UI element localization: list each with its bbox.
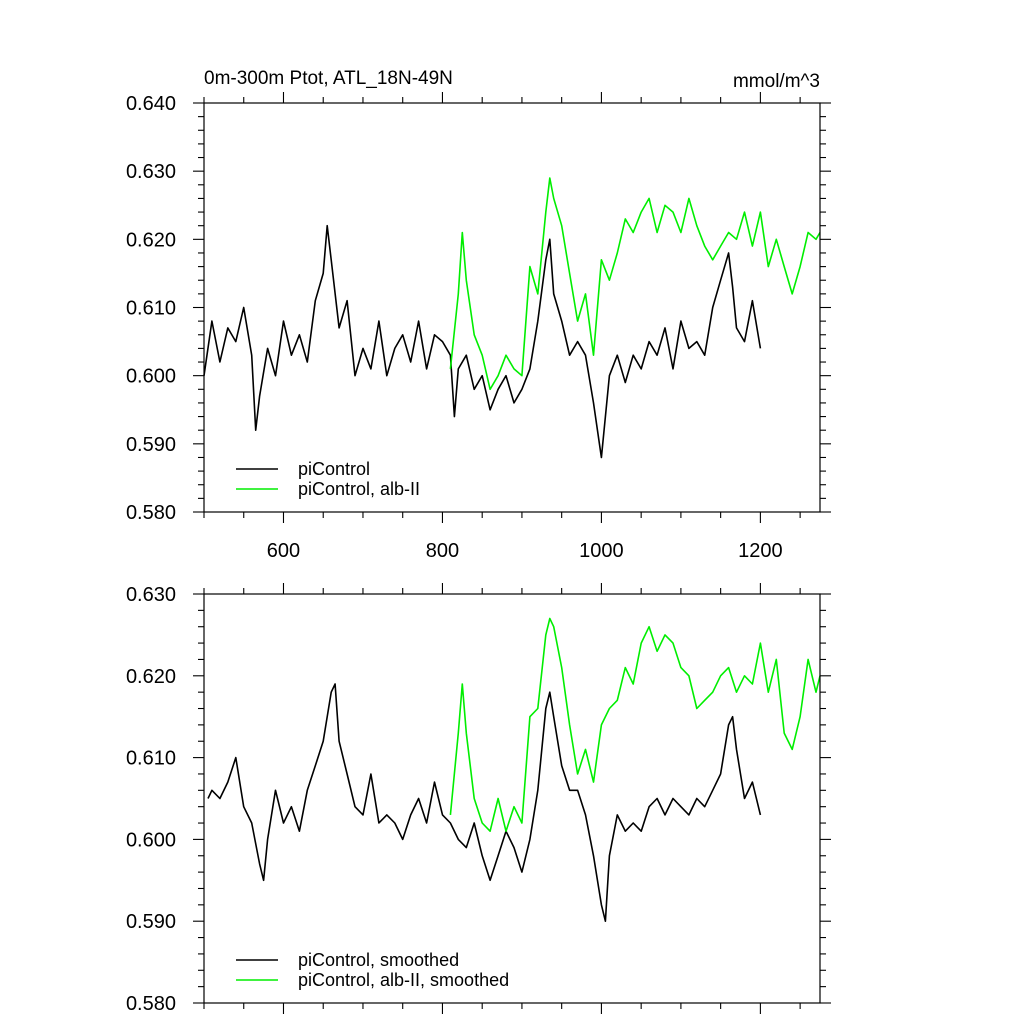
top-series-line-2 bbox=[449, 177, 821, 391]
top-plot-frame bbox=[203, 102, 821, 513]
bottom-plot-frame bbox=[203, 593, 821, 1004]
top-y-tick-label: 0.590 bbox=[126, 434, 176, 456]
top-x-tick-label: 1000 bbox=[579, 540, 624, 562]
bottom-legend-label-2: piControl, alb-II, smoothed bbox=[298, 970, 509, 990]
bottom-y-tick-label: 0.610 bbox=[126, 748, 176, 770]
top-y-tick-label: 0.640 bbox=[126, 93, 176, 115]
bottom-series-line-1 bbox=[207, 683, 762, 923]
top-y-tick-label: 0.580 bbox=[126, 502, 176, 524]
top-series-line-1 bbox=[203, 224, 762, 459]
bottom-y-tick-label: 0.620 bbox=[126, 666, 176, 688]
top-legend-label-1: piControl bbox=[298, 459, 370, 479]
bottom-y-tick-label: 0.580 bbox=[126, 993, 176, 1015]
top-panel: 0m-300m Ptot, ATL_18N-49N mmol/m^3 600 80… bbox=[126, 68, 831, 562]
bottom-y-tick-label: 0.630 bbox=[126, 584, 176, 606]
bottom-panel: 0.580 0.590 0.600 0.610 0.620 0.630 piControl,… bbox=[126, 583, 831, 1015]
top-x-tick-label: 600 bbox=[267, 540, 300, 562]
bottom-y-tick-label: 0.590 bbox=[126, 911, 176, 933]
top-x-tick-label: 800 bbox=[426, 540, 459, 562]
bottom-legend-label-1: piControl, smoothed bbox=[298, 950, 459, 970]
top-y-tick-label: 0.630 bbox=[126, 161, 176, 183]
top-legend-label-2: piControl, alb-II bbox=[298, 479, 420, 499]
top-y-tick-label: 0.600 bbox=[126, 366, 176, 388]
top-panel-units: mmol/m^3 bbox=[733, 71, 820, 92]
top-y-tick-label: 0.620 bbox=[126, 229, 176, 251]
bottom-series-line-2 bbox=[449, 617, 821, 833]
top-x-tick-label: 1200 bbox=[738, 540, 783, 562]
top-y-tick-label: 0.610 bbox=[126, 298, 176, 320]
top-panel-title: 0m-300m Ptot, ATL_18N-49N bbox=[204, 68, 453, 89]
bottom-y-tick-label: 0.600 bbox=[126, 829, 176, 851]
